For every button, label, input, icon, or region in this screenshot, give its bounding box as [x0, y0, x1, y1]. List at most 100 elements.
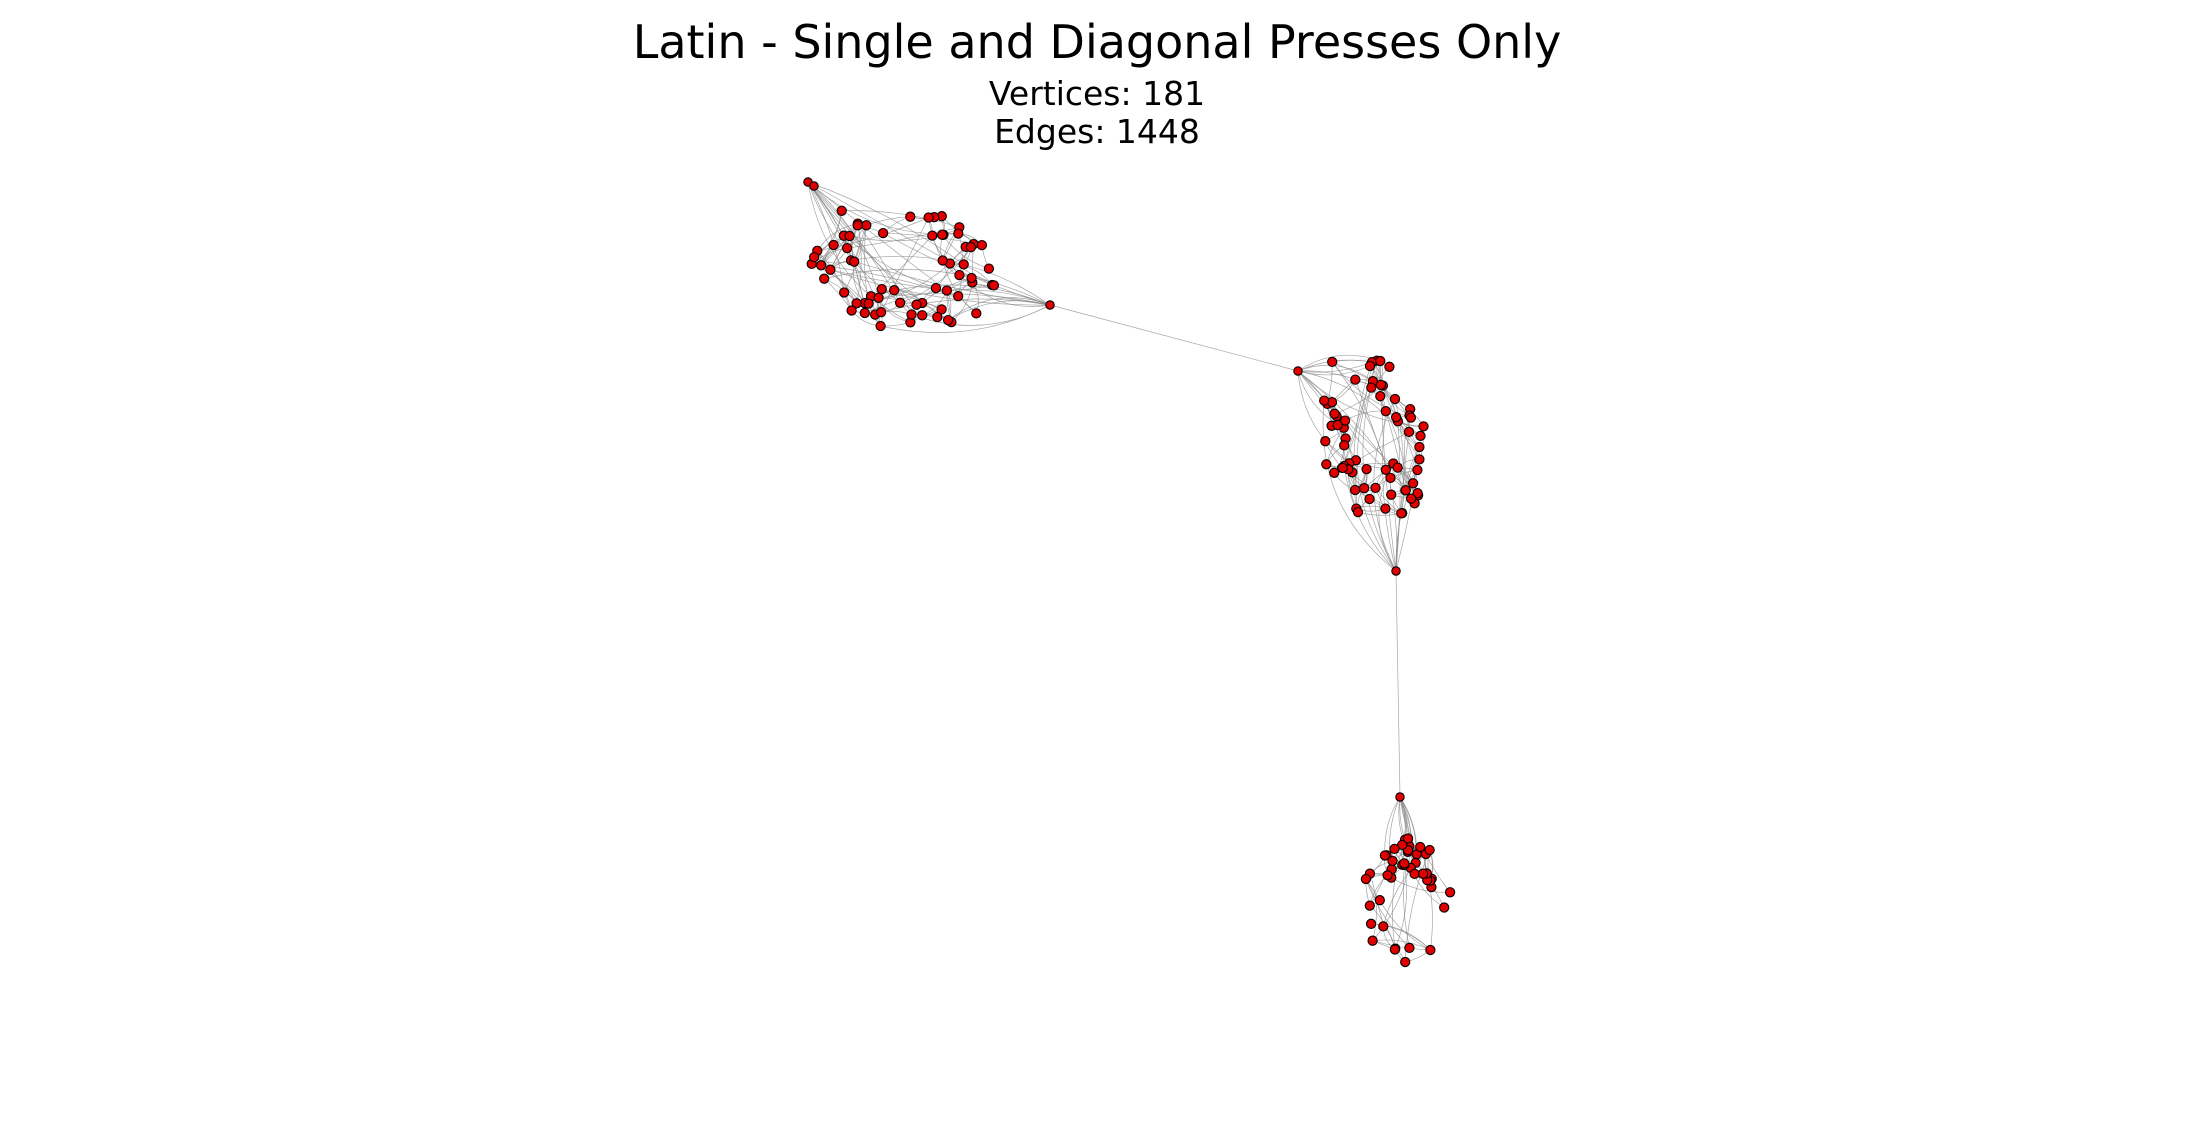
graph-node — [1444, 887, 1456, 898]
graph-edge — [817, 217, 929, 252]
graph-node — [1400, 485, 1411, 496]
figure-title: Latin - Single and Diagonal Presses Only — [632, 15, 1562, 69]
graph-edge — [1395, 421, 1401, 572]
graph-node — [1367, 935, 1378, 946]
graph-node — [839, 287, 850, 298]
graph-edge — [1385, 411, 1406, 491]
graph-node — [1378, 921, 1389, 932]
graph-node — [976, 239, 988, 251]
graph-node — [1403, 426, 1415, 438]
graph-node — [819, 273, 830, 284]
graph-node — [1409, 868, 1420, 880]
graph-node — [983, 263, 995, 274]
graph-edge — [807, 181, 993, 286]
graph-edge — [817, 250, 852, 311]
graph-node — [1415, 430, 1426, 442]
graph-node — [1365, 918, 1377, 929]
graph-edge — [1369, 873, 1377, 941]
graph-edge — [1395, 431, 1410, 572]
graph-node — [953, 291, 964, 302]
graph-node — [942, 314, 954, 326]
graph-edge — [1331, 361, 1398, 572]
graph-node — [1320, 436, 1331, 447]
graph-edge — [830, 269, 1051, 306]
graph-node — [873, 292, 884, 303]
graph-edge — [1399, 796, 1411, 865]
graph-node — [1360, 873, 1372, 885]
graph-node — [905, 211, 916, 222]
graph-node — [1375, 355, 1386, 367]
graph-edge — [824, 269, 1051, 306]
graph-node — [841, 242, 853, 254]
graph-node — [809, 181, 819, 191]
graph-node — [1375, 391, 1386, 402]
graph-edge — [1297, 370, 1420, 460]
graph-edge — [1365, 878, 1410, 949]
graph-node — [1412, 464, 1423, 476]
graph-node — [1407, 478, 1419, 489]
graph-node — [1385, 472, 1396, 484]
graph-node — [875, 320, 886, 332]
graph-node — [846, 305, 857, 316]
graph-edge — [807, 181, 964, 265]
graph-node — [917, 310, 928, 321]
graph-edge — [866, 216, 911, 226]
graph-node — [1332, 419, 1343, 431]
graph-node — [1375, 379, 1387, 391]
graph-node — [1327, 356, 1338, 368]
graph-node — [1366, 382, 1377, 393]
graph-node — [1319, 395, 1330, 406]
graph-edge — [1297, 364, 1374, 382]
graph-node — [1387, 855, 1398, 867]
graph-edge — [911, 304, 1051, 326]
graph-edge — [1342, 362, 1373, 469]
graph-node — [937, 255, 948, 266]
graph-node — [1439, 902, 1450, 913]
graph-node — [1405, 412, 1417, 423]
graph-edge — [1394, 864, 1407, 950]
edges-count: Edges: 1448 — [994, 112, 1200, 151]
graph-node — [1364, 900, 1375, 911]
graph-edge — [1395, 570, 1401, 798]
graph-node — [1380, 406, 1391, 417]
graph-edge — [807, 181, 952, 323]
graph-edge — [857, 223, 912, 315]
graph-edge — [847, 226, 960, 249]
graph-node — [954, 269, 965, 281]
graph-node — [1045, 300, 1055, 310]
graph-node — [1414, 454, 1425, 465]
graph-node — [825, 264, 836, 275]
graph-node — [906, 309, 917, 320]
graph-node — [1321, 459, 1332, 470]
graph-node — [852, 220, 863, 231]
graph-node — [1389, 843, 1400, 855]
graph-edge — [881, 288, 942, 310]
graph-edge — [1297, 370, 1424, 427]
graph-edge — [851, 256, 1051, 306]
graph-node — [859, 307, 870, 319]
graph-node — [1359, 483, 1370, 494]
graph-node — [1364, 360, 1376, 372]
graph-node — [930, 282, 942, 294]
graph-edge — [1049, 304, 1299, 372]
graph-node — [1405, 493, 1417, 504]
graph-node — [1418, 421, 1429, 432]
graph-node — [1379, 850, 1391, 861]
graph-node — [1364, 493, 1375, 505]
graph-node — [1425, 944, 1436, 956]
graph-node — [1389, 944, 1401, 955]
graph-edge — [880, 217, 929, 313]
graph-node — [1386, 489, 1397, 500]
graph-edge — [947, 297, 1051, 321]
graph-node — [844, 230, 855, 242]
vertices-count: Vertices: 181 — [988, 74, 1206, 113]
graph-edge — [1356, 387, 1397, 572]
graph-node — [861, 220, 872, 231]
graph-node — [1399, 858, 1410, 869]
graph-node — [1404, 942, 1415, 954]
graph-node — [1380, 503, 1391, 514]
graph-node — [941, 285, 953, 296]
graph-node — [1374, 895, 1385, 906]
graph-node — [1417, 868, 1429, 879]
